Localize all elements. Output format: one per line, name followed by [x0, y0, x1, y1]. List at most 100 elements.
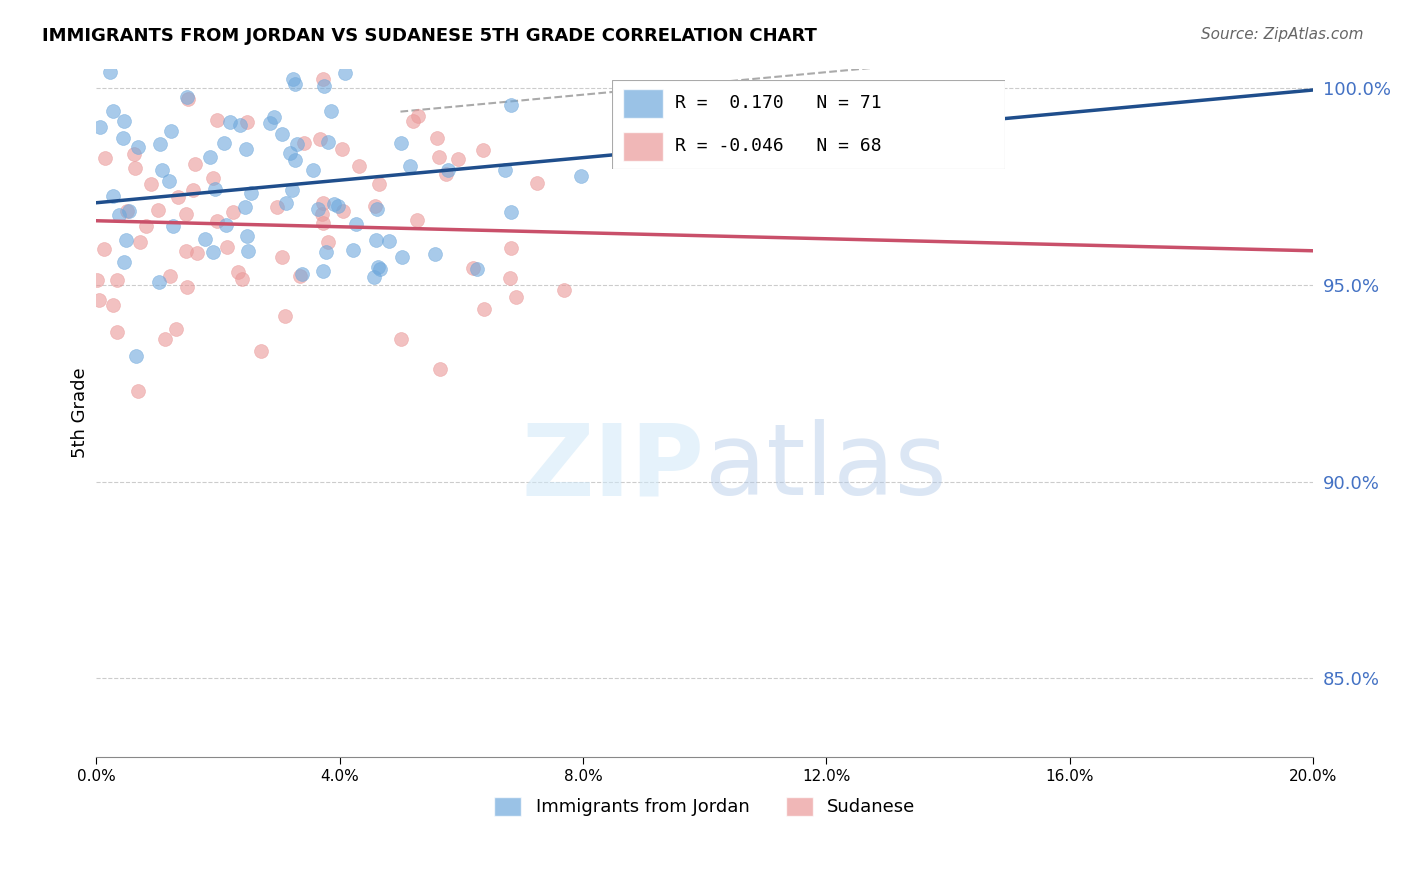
Point — [150, 162, 173, 177]
Point — [159, 269, 181, 284]
Point — [406, 109, 429, 123]
Point — [174, 244, 197, 258]
Point — [240, 186, 263, 201]
Point — [127, 384, 149, 398]
Text: atlas: atlas — [704, 419, 946, 516]
Point — [235, 114, 257, 128]
Point — [366, 202, 388, 216]
Point — [215, 218, 238, 232]
Point — [505, 290, 527, 304]
Point — [342, 244, 364, 258]
Point — [202, 244, 225, 259]
Point — [86, 273, 108, 287]
Y-axis label: 5th Grade: 5th Grade — [72, 368, 89, 458]
Text: R =  0.170   N = 71: R = 0.170 N = 71 — [675, 95, 882, 112]
Point — [326, 199, 349, 213]
FancyBboxPatch shape — [612, 80, 1005, 169]
Point — [157, 173, 180, 187]
Text: R = -0.046   N = 68: R = -0.046 N = 68 — [675, 137, 882, 155]
Point — [399, 159, 422, 173]
Point — [436, 162, 458, 177]
Point — [159, 124, 181, 138]
Point — [391, 250, 413, 264]
Legend: Immigrants from Jordan, Sudanese: Immigrants from Jordan, Sudanese — [486, 789, 922, 823]
Point — [236, 244, 259, 259]
Point — [207, 112, 229, 127]
Point — [218, 115, 240, 129]
Point — [89, 120, 111, 134]
Point — [494, 162, 516, 177]
Point — [149, 137, 172, 152]
Point — [429, 362, 451, 376]
Point — [344, 217, 367, 231]
Point — [434, 167, 457, 181]
Point — [205, 214, 228, 228]
Point — [315, 245, 337, 260]
Point — [115, 203, 138, 218]
Point — [569, 169, 592, 184]
Point — [368, 262, 391, 277]
Point — [465, 262, 488, 277]
Point — [107, 208, 129, 222]
Point — [281, 182, 304, 196]
Point — [309, 132, 332, 146]
Point — [198, 150, 221, 164]
Point — [215, 240, 238, 254]
Point — [103, 298, 125, 312]
Point — [292, 136, 315, 150]
Point — [311, 216, 333, 230]
Point — [312, 78, 335, 93]
Point — [135, 219, 157, 233]
Point — [363, 270, 385, 285]
Bar — [623, 89, 662, 118]
Point — [364, 199, 387, 213]
Point — [177, 92, 200, 106]
Point — [98, 64, 121, 78]
Text: ZIP: ZIP — [522, 419, 704, 516]
Point — [499, 271, 522, 285]
Point — [270, 250, 292, 264]
Point — [228, 265, 250, 279]
Point — [204, 182, 226, 196]
Point — [148, 203, 170, 218]
Point — [127, 140, 149, 154]
Point — [389, 136, 412, 150]
Point — [266, 200, 288, 214]
Point — [222, 204, 245, 219]
Point — [89, 293, 111, 307]
Point — [499, 98, 522, 112]
Point — [307, 202, 329, 217]
Point — [276, 195, 298, 210]
Point — [103, 104, 125, 119]
Point — [273, 309, 295, 323]
Point — [332, 204, 354, 219]
Point — [94, 151, 117, 165]
Point — [278, 145, 301, 160]
Point — [526, 176, 548, 190]
Point — [321, 104, 343, 119]
Point — [181, 183, 204, 197]
Point — [105, 272, 128, 286]
Point — [553, 283, 575, 297]
Point — [284, 153, 307, 168]
Point — [291, 267, 314, 281]
Point — [118, 203, 141, 218]
Text: IMMIGRANTS FROM JORDAN VS SUDANESE 5TH GRADE CORRELATION CHART: IMMIGRANTS FROM JORDAN VS SUDANESE 5TH G… — [42, 27, 817, 45]
Point — [111, 131, 134, 145]
Point — [366, 233, 388, 247]
Point — [330, 142, 353, 156]
Point — [124, 161, 146, 176]
Point — [249, 344, 271, 359]
Point — [367, 260, 389, 274]
Point — [378, 235, 401, 249]
Point — [283, 72, 305, 87]
Point — [311, 207, 333, 221]
Point — [174, 207, 197, 221]
Point — [263, 111, 285, 125]
Point — [235, 142, 257, 156]
Point — [425, 246, 447, 260]
Bar — [623, 132, 662, 161]
Point — [93, 243, 115, 257]
Point — [155, 332, 177, 346]
Point — [405, 213, 427, 227]
